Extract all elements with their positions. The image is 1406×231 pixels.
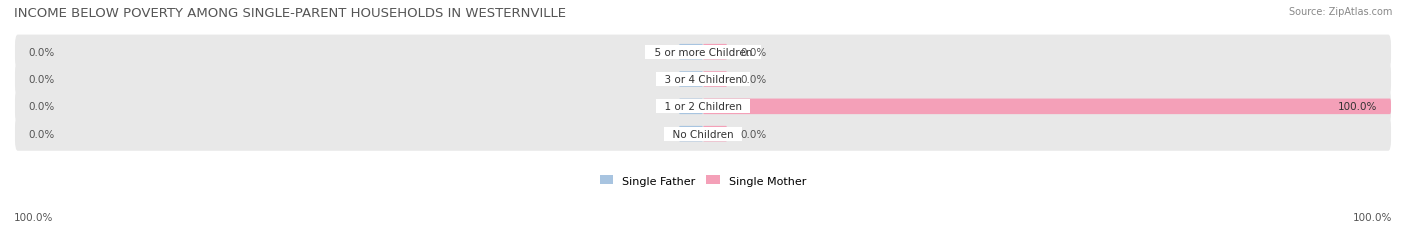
Text: 100.0%: 100.0% bbox=[1353, 212, 1392, 222]
Text: 3 or 4 Children: 3 or 4 Children bbox=[658, 75, 748, 85]
FancyBboxPatch shape bbox=[703, 45, 727, 60]
Text: 0.0%: 0.0% bbox=[30, 48, 55, 58]
Text: 0.0%: 0.0% bbox=[741, 129, 768, 139]
Text: 100.0%: 100.0% bbox=[14, 212, 53, 222]
Text: 5 or more Children: 5 or more Children bbox=[648, 48, 758, 58]
FancyBboxPatch shape bbox=[703, 72, 727, 87]
FancyBboxPatch shape bbox=[679, 99, 703, 115]
Text: 100.0%: 100.0% bbox=[1337, 102, 1376, 112]
Text: 0.0%: 0.0% bbox=[741, 75, 768, 85]
Text: No Children: No Children bbox=[666, 129, 740, 139]
FancyBboxPatch shape bbox=[15, 35, 1391, 70]
FancyBboxPatch shape bbox=[703, 99, 1391, 115]
Text: 0.0%: 0.0% bbox=[30, 75, 55, 85]
Text: Source: ZipAtlas.com: Source: ZipAtlas.com bbox=[1288, 7, 1392, 17]
FancyBboxPatch shape bbox=[15, 63, 1391, 97]
FancyBboxPatch shape bbox=[679, 72, 703, 87]
Text: 0.0%: 0.0% bbox=[741, 48, 768, 58]
FancyBboxPatch shape bbox=[679, 126, 703, 142]
FancyBboxPatch shape bbox=[15, 117, 1391, 151]
FancyBboxPatch shape bbox=[15, 90, 1391, 124]
Text: 0.0%: 0.0% bbox=[30, 102, 55, 112]
Text: INCOME BELOW POVERTY AMONG SINGLE-PARENT HOUSEHOLDS IN WESTERNVILLE: INCOME BELOW POVERTY AMONG SINGLE-PARENT… bbox=[14, 7, 567, 20]
Text: 0.0%: 0.0% bbox=[30, 129, 55, 139]
FancyBboxPatch shape bbox=[679, 45, 703, 60]
FancyBboxPatch shape bbox=[703, 126, 727, 142]
Text: 1 or 2 Children: 1 or 2 Children bbox=[658, 102, 748, 112]
Legend: Single Father, Single Mother: Single Father, Single Mother bbox=[600, 176, 806, 186]
